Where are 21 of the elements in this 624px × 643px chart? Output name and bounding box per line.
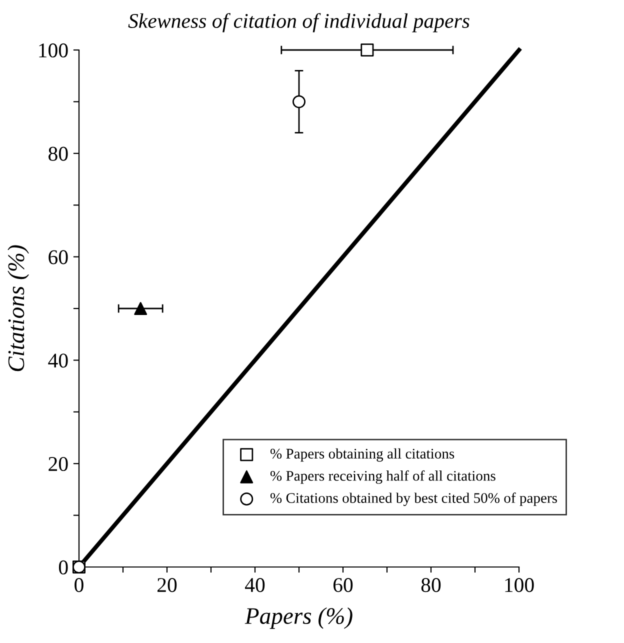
x-axis-title: Papers (%) <box>244 607 352 629</box>
legend-label: % Papers obtaining all citations <box>270 448 454 462</box>
chart-title: Skewness of citation of individual papers <box>128 13 470 32</box>
legend-label: % Citations obtained by best cited 50% of papers <box>270 492 557 506</box>
point <box>292 95 306 108</box>
x-tick-label: 0 <box>74 578 84 592</box>
y-axis-title: Citations (%) <box>8 245 29 372</box>
y-tick-label: 20 <box>48 456 68 472</box>
point <box>360 43 374 57</box>
y-tick-label: 40 <box>48 354 68 368</box>
x-tick-label: 100 <box>505 578 534 592</box>
legend-label: % Papers receiving half of all citations <box>270 470 496 484</box>
y-tick-label: 100 <box>39 43 68 58</box>
point <box>134 302 148 316</box>
x-tick-label: 80 <box>421 578 441 592</box>
y-tick-label: 80 <box>48 146 68 161</box>
y-tick-label: 0 <box>58 560 68 574</box>
y-tick-label: 60 <box>48 250 68 264</box>
x-tick-label: 40 <box>244 578 265 592</box>
x-tick-label: 60 <box>333 578 353 592</box>
x-tick-label: 20 <box>158 578 177 592</box>
